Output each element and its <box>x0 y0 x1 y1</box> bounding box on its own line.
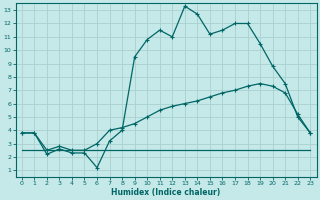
X-axis label: Humidex (Indice chaleur): Humidex (Indice chaleur) <box>111 188 221 197</box>
